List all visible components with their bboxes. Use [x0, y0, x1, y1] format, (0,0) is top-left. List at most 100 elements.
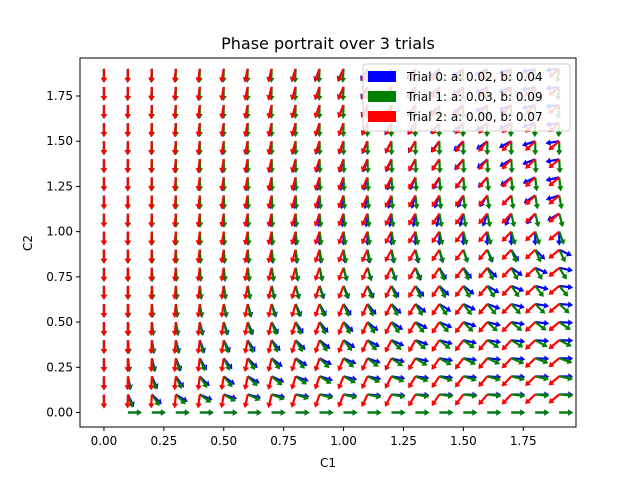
quiver-arrow: [360, 176, 369, 191]
quiver-arrow: [313, 195, 321, 209]
quiver-arrow: [290, 231, 297, 246]
quiver-arrow: [360, 249, 369, 263]
quiver-arrow: [454, 230, 465, 243]
quiver-arrow: [478, 321, 489, 333]
quiver-arrow: [223, 393, 236, 402]
chart-title: Phase portrait over 3 trials: [221, 34, 435, 53]
quiver-arrow: [294, 357, 305, 369]
quiver-arrow: [366, 267, 374, 282]
quiver-arrow: [171, 285, 179, 300]
quiver-arrow: [558, 357, 573, 365]
quiver-arrow: [463, 339, 478, 346]
quiver-arrow: [148, 267, 155, 282]
quiver-arrow: [522, 176, 536, 185]
quiver-arrow: [148, 358, 155, 373]
quiver-arrow: [558, 231, 566, 245]
quiver-arrow: [266, 267, 273, 282]
quiver-arrow: [548, 230, 560, 241]
quiver-arrow: [454, 375, 465, 388]
quiver-arrow: [408, 176, 417, 190]
quiver-arrow: [266, 339, 273, 354]
quiver-arrow: [171, 231, 179, 246]
quiver-arrow: [199, 409, 214, 416]
quiver-arrow: [100, 340, 108, 355]
quiver-arrow: [360, 231, 369, 245]
quiver-arrow: [171, 123, 179, 138]
quiver-arrow: [510, 213, 517, 228]
quiver-arrow: [127, 409, 142, 416]
quiver-arrow: [124, 68, 131, 83]
quiver-arrow: [219, 231, 226, 246]
quiver-arrow: [525, 321, 537, 332]
quiver-arrow: [548, 339, 560, 350]
quiver-arrow: [534, 284, 549, 292]
quiver-arrow: [124, 322, 131, 337]
quiver-arrow: [313, 285, 321, 300]
quiver-arrow: [511, 320, 526, 327]
quiver-arrow: [195, 86, 202, 101]
quiver-arrow: [290, 104, 297, 119]
quiver-arrow: [510, 285, 520, 298]
quiver-arrow: [525, 248, 537, 260]
quiver-arrow: [219, 86, 226, 101]
y-tick-label: 0.50: [46, 315, 73, 329]
quiver-arrow: [558, 213, 565, 228]
quiver-arrow: [295, 375, 308, 385]
quiver-arrow: [342, 339, 353, 352]
quiver-arrow: [559, 283, 574, 291]
quiver-arrow: [408, 285, 417, 298]
quiver-arrow: [290, 339, 297, 354]
quiver-arrow: [545, 157, 560, 165]
x-tick-label: 1.50: [450, 434, 477, 448]
quiver-arrow: [219, 249, 226, 264]
plot-frame: [79, 57, 577, 428]
quiver-arrow: [390, 339, 402, 351]
quiver-arrow: [535, 337, 550, 345]
quiver-arrow: [337, 158, 345, 173]
quiver-arrow: [100, 267, 108, 282]
quiver-arrow: [501, 176, 513, 188]
quiver-arrow: [501, 303, 513, 315]
quiver-arrow: [413, 195, 420, 210]
legend: Trial 0: a: 0.02, b: 0.04 Trial 1: a: 0.0…: [362, 63, 571, 132]
quiver-arrow: [463, 409, 478, 416]
quiver-arrow: [171, 267, 179, 282]
quiver-arrow: [171, 159, 179, 174]
quiver-arrow: [431, 231, 441, 244]
x-tick-label: 0.25: [151, 434, 178, 448]
quiver-arrow: [124, 105, 131, 120]
quiver-arrow: [436, 177, 444, 192]
quiver-arrow: [295, 357, 308, 366]
quiver-arrow: [195, 267, 202, 282]
quiver-arrow: [270, 321, 278, 336]
quiver-arrow: [337, 231, 345, 245]
quiver-arrow: [521, 140, 536, 148]
quiver-arrow: [219, 213, 226, 228]
quiver-arrow: [558, 339, 572, 348]
quiver-arrow: [195, 249, 202, 264]
quiver-arrow: [478, 176, 489, 189]
quiver-arrow: [525, 339, 537, 350]
quiver-arrow: [462, 285, 471, 299]
quiver-arrow: [525, 230, 537, 242]
quiver-arrow: [486, 249, 494, 263]
quiver-arrow: [367, 357, 381, 365]
quiver-arrow: [290, 249, 297, 264]
quiver-arrow: [461, 213, 469, 228]
quiver-arrow: [501, 375, 513, 387]
quiver-arrow: [148, 340, 155, 355]
quiver-arrow: [501, 140, 513, 152]
quiver-arrow: [548, 303, 560, 314]
quiver-arrow: [525, 303, 537, 314]
quiver-arrow: [337, 339, 345, 354]
quiver-arrow: [171, 141, 179, 156]
quiver-arrow: [337, 357, 345, 372]
quiver-arrow: [414, 249, 421, 264]
quiver-arrow: [316, 195, 324, 210]
quiver-arrow: [511, 338, 526, 345]
quiver-arrow: [486, 267, 495, 281]
quiver-arrow: [266, 376, 273, 390]
quiver-arrow: [525, 158, 537, 169]
quiver-arrow: [388, 177, 396, 192]
quiver-arrow: [438, 357, 452, 366]
